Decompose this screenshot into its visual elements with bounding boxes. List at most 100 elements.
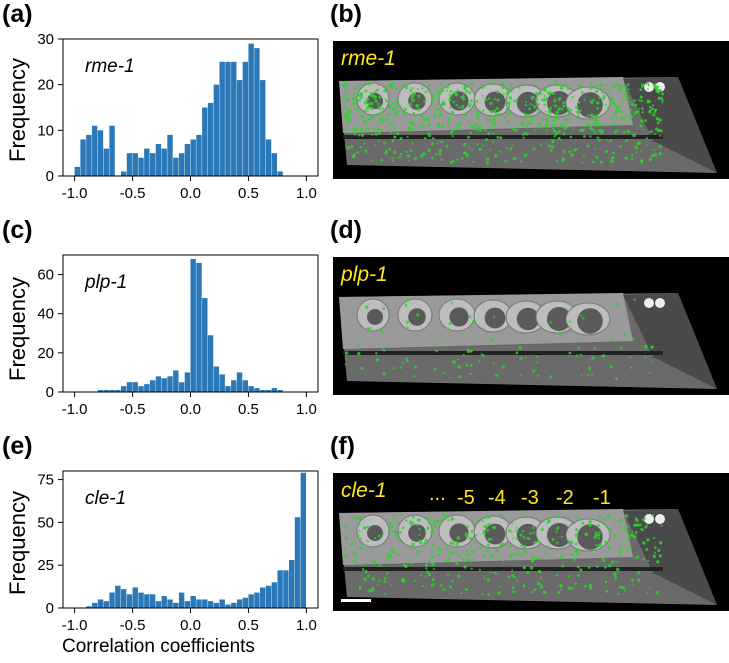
histogram-bar — [86, 134, 92, 176]
histogram-bar — [178, 592, 185, 608]
histogram-bar — [184, 601, 191, 608]
histogram-bar — [126, 153, 133, 176]
histogram-bar — [91, 125, 98, 176]
x-tick-label: 1.0 — [296, 617, 317, 634]
histogram-bar — [248, 386, 254, 392]
histogram-bar — [207, 102, 214, 176]
histogram-bar — [300, 472, 307, 608]
histogram-bar — [231, 380, 237, 392]
x-tick-label: 0.5 — [238, 401, 259, 418]
histogram-bar — [231, 61, 237, 177]
histogram-bar — [219, 61, 225, 177]
histogram-bar — [74, 166, 80, 176]
histogram-bar — [260, 390, 266, 392]
histogram-bar — [86, 606, 92, 608]
histogram-bar — [161, 148, 167, 176]
panel-label-e: (e) — [2, 432, 33, 460]
histogram-plp-1: -1.0 -0.5 0.0 0.5 1.0 0 20 40 60 plp-1 — [37, 254, 319, 418]
histogram-bar — [236, 80, 243, 176]
histogram-bar — [207, 335, 214, 392]
histogram-rme-1: -1.0 -0.5 0.0 0.5 1.0 0 10 20 30 rme-1 — [37, 31, 319, 202]
histogram-bar — [178, 153, 185, 176]
histogram-bar — [138, 592, 144, 608]
histogram-bar — [289, 560, 295, 608]
gene-label: cle-1 — [85, 488, 126, 509]
y-tick-label: 20 — [37, 77, 54, 94]
histogram-bar — [190, 596, 196, 608]
histogram-bar — [213, 366, 220, 392]
histogram-bar — [138, 386, 144, 392]
histogram-bar — [254, 388, 260, 392]
spermatheca-region — [623, 77, 717, 173]
histogram-bar — [126, 382, 133, 392]
y-tick-label: 40 — [37, 306, 54, 323]
histogram-bar — [283, 570, 289, 608]
histogram-bar — [254, 592, 260, 608]
oocyte-stage-ellipsis: ... — [429, 483, 446, 505]
histogram-bar — [155, 144, 162, 176]
histogram-bar — [103, 390, 109, 392]
histogram-bar — [132, 382, 138, 392]
microscopy-image-rme-1: rme-1 — [333, 41, 729, 179]
histogram-bar — [144, 148, 150, 176]
germline-micrograph-d — [339, 293, 717, 389]
histogram-bar — [178, 382, 185, 392]
y-tick-label: 10 — [37, 122, 54, 139]
histogram-bar — [144, 594, 150, 608]
histogram-bar — [236, 372, 243, 392]
y-tick-label: 0 — [46, 600, 54, 617]
histogram-bar — [271, 388, 278, 392]
histogram-bar — [103, 601, 109, 608]
histogram-bar — [167, 134, 173, 176]
histogram-bar — [167, 599, 173, 608]
histogram-bar — [231, 602, 237, 608]
panel-label-c: (c) — [2, 216, 33, 244]
histogram-bar — [196, 599, 202, 608]
histogram-bar — [271, 582, 278, 608]
histogram-bar — [277, 390, 283, 392]
histogram-bar — [219, 374, 225, 392]
germline-micrograph-b — [339, 77, 717, 173]
x-tick-label: -1.0 — [62, 185, 88, 202]
spermatheca-region — [623, 509, 717, 605]
histogram-bar — [132, 153, 138, 176]
panel-label-a: (a) — [2, 0, 33, 28]
histogram-bar — [248, 594, 254, 608]
histogram-bar — [202, 298, 208, 392]
histogram-bar — [155, 376, 162, 392]
x-tick-label: -0.5 — [120, 185, 146, 202]
x-tick-label: 1.0 — [296, 185, 317, 202]
y-tick-label: 0 — [46, 384, 54, 401]
panel-label-f: (f) — [330, 432, 355, 460]
x-tick-label: -0.5 — [120, 617, 146, 634]
scale-bar — [341, 599, 371, 602]
histogram-bar — [126, 594, 133, 608]
histogram-bar — [225, 386, 231, 392]
oocyte-stage--1: -1 — [593, 487, 611, 509]
panel-label-d: (d) — [330, 216, 362, 244]
histogram-bar — [277, 570, 283, 608]
histogram-bar — [120, 589, 127, 608]
histogram-bar — [161, 596, 167, 608]
histogram-bar — [196, 134, 202, 176]
histogram-bar — [294, 517, 301, 608]
y-tick-label: 25 — [37, 557, 54, 574]
histogram-bar — [115, 585, 121, 608]
histogram-bar — [242, 597, 249, 608]
microscopy-image-plp-1: plp-1 — [333, 257, 729, 395]
x-tick-label: -1.0 — [62, 617, 88, 634]
histogram-bar — [167, 376, 173, 392]
x-tick-label: -1.0 — [62, 401, 88, 418]
histogram-bar — [91, 602, 98, 608]
histogram-bar — [265, 585, 272, 608]
x-tick-label: 0.5 — [238, 617, 259, 634]
histogram-bar — [207, 601, 214, 608]
y-tick-label: 50 — [37, 514, 54, 531]
histogram-bar — [173, 602, 179, 608]
histogram-bar — [213, 602, 220, 608]
y-tick-label: 60 — [37, 267, 54, 284]
histogram-bar — [149, 380, 156, 392]
histogram-bar — [202, 599, 208, 608]
histogram-bar — [97, 390, 104, 392]
gene-label: plp-1 — [84, 272, 127, 293]
